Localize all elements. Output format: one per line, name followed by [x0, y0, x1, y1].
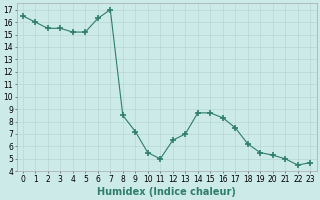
X-axis label: Humidex (Indice chaleur): Humidex (Indice chaleur) — [97, 187, 236, 197]
